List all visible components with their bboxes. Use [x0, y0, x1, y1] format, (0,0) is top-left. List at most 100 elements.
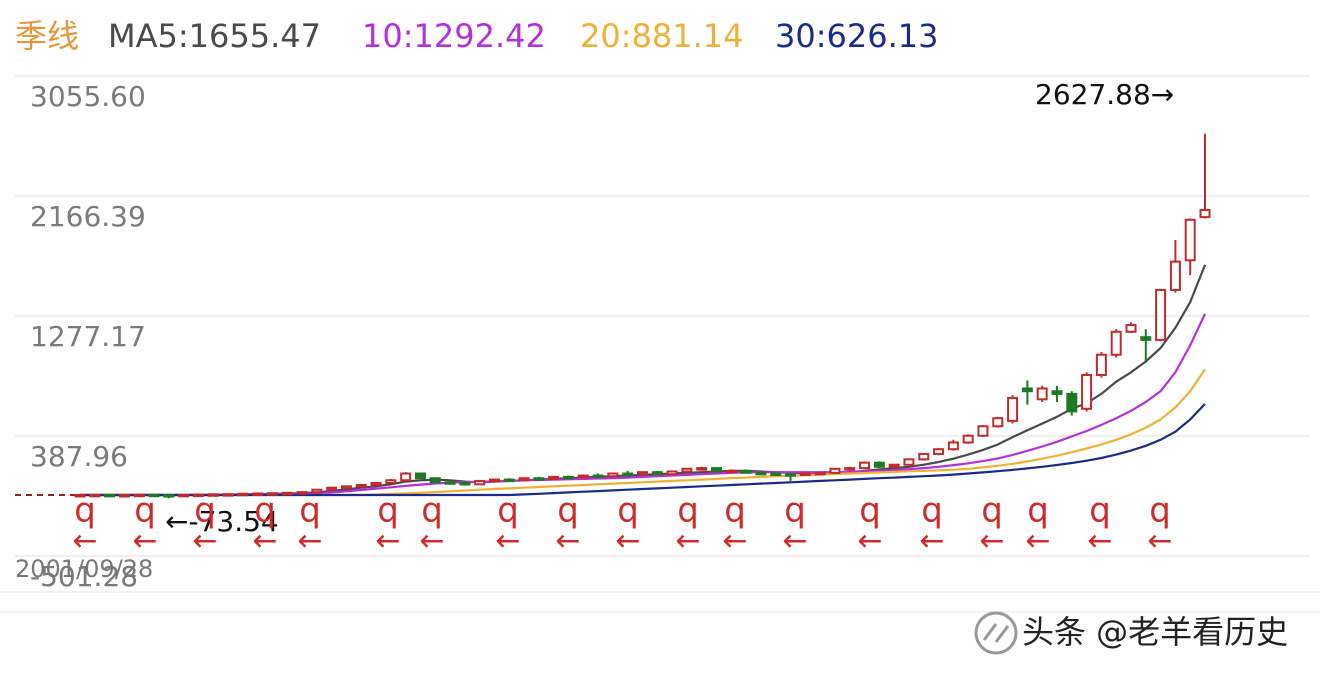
signal-arrow: ← [857, 524, 882, 559]
y-tick-label: 387.96 [30, 440, 128, 473]
candle-body [178, 493, 190, 498]
signal-label: q [134, 491, 156, 531]
y-tick-label: 3055.60 [30, 80, 146, 113]
candle-body [592, 474, 604, 479]
candle-body [1140, 336, 1152, 341]
signal-arrow: ← [72, 524, 97, 559]
candle-body [1169, 260, 1181, 291]
candle-body [637, 471, 648, 476]
candle-body [873, 461, 885, 468]
candle-body [962, 434, 974, 444]
signal-arrow: ← [675, 524, 700, 559]
candle-body [104, 493, 116, 498]
candle-body [740, 469, 752, 474]
candle-body [340, 485, 352, 489]
signal-label: q [677, 491, 699, 531]
candle-body [252, 492, 264, 496]
candle-body [933, 448, 945, 455]
signal-label: q [981, 491, 1003, 531]
candle-body [207, 493, 219, 497]
watermark-icon [974, 611, 1018, 655]
signal-label: q [921, 491, 943, 531]
candle-body [163, 494, 175, 498]
signal-arrow: ← [555, 524, 580, 559]
candle-body [1036, 387, 1048, 401]
candle-body [577, 474, 589, 479]
watermark: 头条 @老羊看历史 [1022, 613, 1288, 651]
signal-label: q [859, 491, 881, 531]
chart-title: 季线 [15, 17, 79, 55]
candle-body [1110, 330, 1122, 356]
candle-body [992, 417, 1004, 428]
candle-body [755, 471, 767, 476]
legend-entry: 10:1292.42 [362, 17, 546, 55]
candle-body [474, 479, 486, 486]
signal-arrow: ← [1147, 524, 1172, 559]
candle-body [977, 425, 989, 437]
candle-body [148, 493, 160, 498]
candle-body [488, 478, 500, 483]
signal-label: q [724, 491, 746, 531]
candle-body [696, 467, 708, 471]
annotation: ←-73.54 [165, 505, 279, 538]
candle-body [770, 472, 782, 477]
candle-body [829, 467, 841, 474]
candle-body [844, 467, 856, 471]
signal-label: q [1027, 491, 1049, 531]
annotation: 2627.88→ [1035, 78, 1174, 111]
candle-body [518, 477, 530, 482]
signal-arrow: ← [979, 524, 1004, 559]
y-tick-label: -501.28 [30, 560, 138, 593]
candle-body [192, 493, 204, 498]
y-tick-label: 1277.17 [30, 320, 146, 353]
signal-arrow: ← [297, 524, 322, 559]
candle-body [666, 470, 678, 476]
candle-body [444, 481, 456, 485]
signal-label: q [617, 491, 639, 531]
candle-body [266, 492, 278, 496]
legend-entry: 20:881.14 [580, 17, 743, 55]
candle-body [429, 477, 441, 484]
candle-body [711, 467, 723, 473]
candle-body [533, 477, 545, 481]
candle-body [237, 492, 249, 497]
candle-body [888, 463, 900, 468]
candle-body [400, 472, 412, 482]
legend-entry: MA5:1655.47 [108, 17, 321, 55]
signal-arrow: ← [919, 524, 944, 559]
signal-arrow: ← [132, 524, 157, 559]
candle-body [89, 493, 101, 498]
signal-label: q [497, 491, 519, 531]
signal-arrow: ← [722, 524, 747, 559]
y-tick-label: 2166.39 [30, 200, 146, 233]
signal-arrow: ← [192, 524, 217, 559]
candle-body [1125, 324, 1137, 333]
candle-body [414, 472, 426, 480]
candle-body [651, 471, 663, 476]
candle-body [1199, 208, 1211, 219]
signal-label: q [299, 491, 321, 531]
signal-label: q [194, 491, 216, 531]
candle-body [503, 478, 515, 483]
legend-entry: 30:626.13 [775, 17, 938, 55]
candle-body [607, 472, 619, 478]
candle-body [326, 486, 338, 491]
candle-body [725, 469, 737, 474]
candle-body [311, 488, 323, 494]
candle-body [903, 458, 915, 466]
candle-body [355, 483, 367, 488]
candle-body [385, 479, 397, 484]
candle-body [785, 473, 797, 477]
candle-body [681, 467, 693, 473]
signal-label: q [74, 491, 96, 531]
signal-arrow: ← [375, 524, 400, 559]
candle-body [918, 452, 930, 461]
candle-body [222, 493, 234, 497]
signal-label: q [1089, 491, 1111, 531]
signal-label: q [254, 491, 276, 531]
signal-arrow: ← [1087, 524, 1112, 559]
candle-body [859, 461, 871, 470]
candle-body [118, 493, 130, 498]
signal-arrow: ← [495, 524, 520, 559]
